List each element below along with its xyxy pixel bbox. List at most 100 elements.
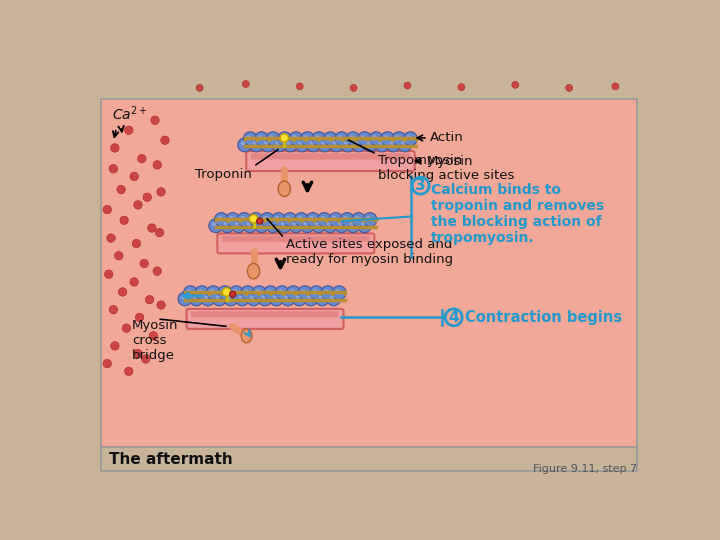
Circle shape xyxy=(281,222,285,226)
Circle shape xyxy=(210,289,214,293)
Text: Actin: Actin xyxy=(430,131,464,144)
Circle shape xyxy=(356,141,359,145)
Circle shape xyxy=(355,216,359,220)
Circle shape xyxy=(296,295,300,299)
Circle shape xyxy=(358,132,372,146)
Circle shape xyxy=(250,295,254,299)
Circle shape xyxy=(178,292,192,306)
Circle shape xyxy=(321,141,325,145)
Circle shape xyxy=(278,132,292,146)
Circle shape xyxy=(290,289,294,293)
Circle shape xyxy=(246,222,251,226)
Circle shape xyxy=(130,278,138,286)
Circle shape xyxy=(310,141,314,145)
Text: Figure 9.11, step 7: Figure 9.11, step 7 xyxy=(533,464,637,475)
Circle shape xyxy=(232,219,246,233)
Circle shape xyxy=(381,132,395,146)
Circle shape xyxy=(252,286,266,300)
Circle shape xyxy=(361,222,365,226)
Circle shape xyxy=(369,132,383,146)
Circle shape xyxy=(235,292,249,306)
Circle shape xyxy=(372,135,377,139)
Circle shape xyxy=(318,213,331,226)
Circle shape xyxy=(323,132,337,146)
Circle shape xyxy=(204,295,208,299)
Circle shape xyxy=(403,132,418,146)
Ellipse shape xyxy=(248,264,260,279)
Circle shape xyxy=(327,222,330,226)
Circle shape xyxy=(125,367,133,375)
Circle shape xyxy=(235,222,239,226)
Circle shape xyxy=(196,84,203,91)
Circle shape xyxy=(445,309,462,326)
Circle shape xyxy=(253,141,257,145)
Circle shape xyxy=(292,292,306,306)
Circle shape xyxy=(256,289,260,293)
Circle shape xyxy=(212,222,216,226)
Circle shape xyxy=(261,295,266,299)
Circle shape xyxy=(323,219,337,233)
Circle shape xyxy=(300,132,315,146)
Circle shape xyxy=(329,138,343,152)
Circle shape xyxy=(264,216,268,220)
Circle shape xyxy=(141,355,150,363)
Circle shape xyxy=(243,219,257,233)
Circle shape xyxy=(341,138,354,152)
Circle shape xyxy=(153,267,161,275)
Circle shape xyxy=(315,135,320,139)
Circle shape xyxy=(364,138,377,152)
Circle shape xyxy=(161,136,169,145)
FancyBboxPatch shape xyxy=(251,153,410,159)
Circle shape xyxy=(114,252,123,260)
Circle shape xyxy=(264,286,277,300)
Circle shape xyxy=(395,135,400,139)
Circle shape xyxy=(392,132,406,146)
Circle shape xyxy=(298,286,312,300)
Circle shape xyxy=(238,213,251,226)
Circle shape xyxy=(350,84,357,91)
Circle shape xyxy=(287,141,291,145)
Text: 3: 3 xyxy=(415,178,426,193)
Circle shape xyxy=(218,286,232,300)
Circle shape xyxy=(249,138,263,152)
Circle shape xyxy=(249,214,258,223)
Text: Myosin
cross
bridge: Myosin cross bridge xyxy=(132,319,179,362)
Circle shape xyxy=(390,141,394,145)
Circle shape xyxy=(512,82,519,88)
Circle shape xyxy=(277,219,292,233)
Circle shape xyxy=(252,216,256,220)
Circle shape xyxy=(304,135,308,139)
Circle shape xyxy=(324,289,328,293)
Circle shape xyxy=(387,138,400,152)
Text: Myosin: Myosin xyxy=(426,154,473,167)
Circle shape xyxy=(240,286,255,300)
Circle shape xyxy=(301,289,305,293)
Text: 4: 4 xyxy=(449,310,459,325)
Circle shape xyxy=(134,349,143,358)
Circle shape xyxy=(306,213,320,226)
Circle shape xyxy=(271,213,285,226)
Circle shape xyxy=(330,295,334,299)
Circle shape xyxy=(284,295,289,299)
Circle shape xyxy=(153,161,161,169)
Circle shape xyxy=(309,216,313,220)
Circle shape xyxy=(149,332,158,340)
Circle shape xyxy=(279,289,282,293)
Circle shape xyxy=(296,83,303,90)
Ellipse shape xyxy=(241,329,252,343)
Circle shape xyxy=(260,213,274,226)
Circle shape xyxy=(248,213,263,226)
Circle shape xyxy=(312,289,317,293)
Circle shape xyxy=(315,222,319,226)
Circle shape xyxy=(320,216,325,220)
Circle shape xyxy=(157,187,166,196)
Circle shape xyxy=(140,259,148,268)
Circle shape xyxy=(238,138,252,152)
Circle shape xyxy=(343,216,348,220)
Circle shape xyxy=(332,286,346,300)
FancyBboxPatch shape xyxy=(222,236,370,242)
Circle shape xyxy=(612,83,619,90)
Circle shape xyxy=(289,132,303,146)
Circle shape xyxy=(118,288,127,296)
Circle shape xyxy=(335,219,348,233)
